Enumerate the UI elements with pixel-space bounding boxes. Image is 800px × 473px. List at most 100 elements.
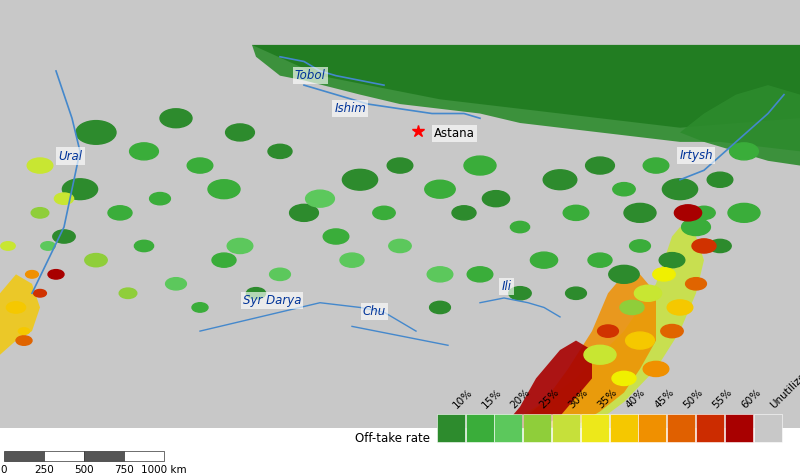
Circle shape — [653, 268, 675, 281]
Circle shape — [76, 121, 116, 144]
Circle shape — [693, 206, 715, 219]
Circle shape — [626, 332, 654, 349]
Polygon shape — [252, 45, 800, 151]
Circle shape — [686, 278, 706, 290]
Text: Irtysh: Irtysh — [679, 149, 713, 162]
Text: Off-take rate: Off-take rate — [354, 432, 430, 445]
Circle shape — [667, 300, 693, 315]
Circle shape — [340, 253, 364, 267]
Polygon shape — [252, 45, 800, 128]
Circle shape — [467, 267, 493, 282]
Circle shape — [208, 180, 240, 199]
Text: 0: 0 — [1, 465, 7, 473]
Circle shape — [452, 206, 476, 220]
Circle shape — [306, 190, 334, 207]
Circle shape — [323, 229, 349, 244]
Circle shape — [389, 239, 411, 253]
Circle shape — [119, 288, 137, 298]
Circle shape — [130, 143, 158, 160]
Circle shape — [41, 242, 55, 250]
Text: 20%: 20% — [509, 387, 532, 410]
Circle shape — [342, 169, 378, 190]
Circle shape — [16, 336, 32, 345]
Circle shape — [682, 219, 710, 236]
Circle shape — [166, 278, 186, 290]
Polygon shape — [504, 274, 656, 428]
Circle shape — [108, 206, 132, 220]
Bar — [581, 414, 609, 442]
Circle shape — [624, 203, 656, 222]
Bar — [494, 414, 522, 442]
Circle shape — [53, 230, 75, 243]
Circle shape — [427, 267, 453, 282]
Bar — [523, 414, 551, 442]
Circle shape — [1, 242, 15, 250]
Polygon shape — [496, 227, 704, 426]
Text: 15%: 15% — [480, 386, 503, 410]
Text: 50%: 50% — [682, 387, 705, 410]
Circle shape — [425, 180, 455, 198]
Bar — [638, 414, 666, 442]
Text: Chu: Chu — [362, 305, 386, 318]
Circle shape — [62, 179, 98, 200]
Circle shape — [27, 158, 53, 173]
Circle shape — [662, 179, 698, 200]
Text: 45%: 45% — [653, 386, 676, 410]
Circle shape — [586, 157, 614, 174]
Text: 30%: 30% — [566, 387, 590, 410]
Circle shape — [430, 301, 450, 314]
Text: Tobol: Tobol — [295, 69, 326, 82]
Text: 55%: 55% — [710, 386, 734, 410]
Circle shape — [187, 158, 213, 173]
Circle shape — [588, 253, 612, 267]
Circle shape — [270, 268, 290, 280]
Circle shape — [612, 371, 636, 385]
Circle shape — [613, 183, 635, 196]
Circle shape — [674, 205, 702, 221]
Text: 60%: 60% — [739, 387, 762, 410]
Bar — [437, 414, 465, 442]
Circle shape — [85, 254, 107, 267]
Circle shape — [643, 361, 669, 377]
Circle shape — [566, 287, 586, 299]
Bar — [696, 414, 724, 442]
Circle shape — [598, 325, 618, 337]
Circle shape — [18, 328, 30, 334]
Circle shape — [227, 238, 253, 254]
Circle shape — [643, 158, 669, 173]
Text: 500: 500 — [74, 465, 94, 473]
Circle shape — [530, 252, 558, 268]
Circle shape — [26, 271, 38, 278]
Circle shape — [728, 203, 760, 222]
Circle shape — [661, 324, 683, 338]
Text: 25%: 25% — [538, 386, 561, 410]
Circle shape — [609, 265, 639, 283]
Circle shape — [192, 303, 208, 312]
Circle shape — [692, 239, 716, 253]
Text: Unutilized: Unutilized — [768, 366, 800, 410]
Circle shape — [246, 288, 266, 299]
Bar — [725, 414, 753, 442]
Circle shape — [584, 345, 616, 364]
Polygon shape — [680, 85, 800, 166]
Circle shape — [620, 300, 644, 315]
Circle shape — [150, 193, 170, 205]
Circle shape — [34, 289, 46, 297]
Circle shape — [707, 172, 733, 187]
Text: 10%: 10% — [451, 387, 474, 410]
Circle shape — [54, 193, 74, 204]
Circle shape — [160, 109, 192, 128]
Bar — [754, 414, 782, 442]
Text: 1000 km: 1000 km — [141, 465, 187, 473]
Polygon shape — [0, 274, 40, 355]
Circle shape — [226, 124, 254, 141]
Circle shape — [509, 287, 531, 300]
Text: 35%: 35% — [595, 386, 618, 410]
Circle shape — [482, 191, 510, 207]
Circle shape — [563, 205, 589, 220]
Circle shape — [31, 208, 49, 218]
Circle shape — [268, 144, 292, 158]
Circle shape — [709, 239, 731, 253]
Circle shape — [634, 285, 662, 301]
Text: 750: 750 — [114, 465, 134, 473]
